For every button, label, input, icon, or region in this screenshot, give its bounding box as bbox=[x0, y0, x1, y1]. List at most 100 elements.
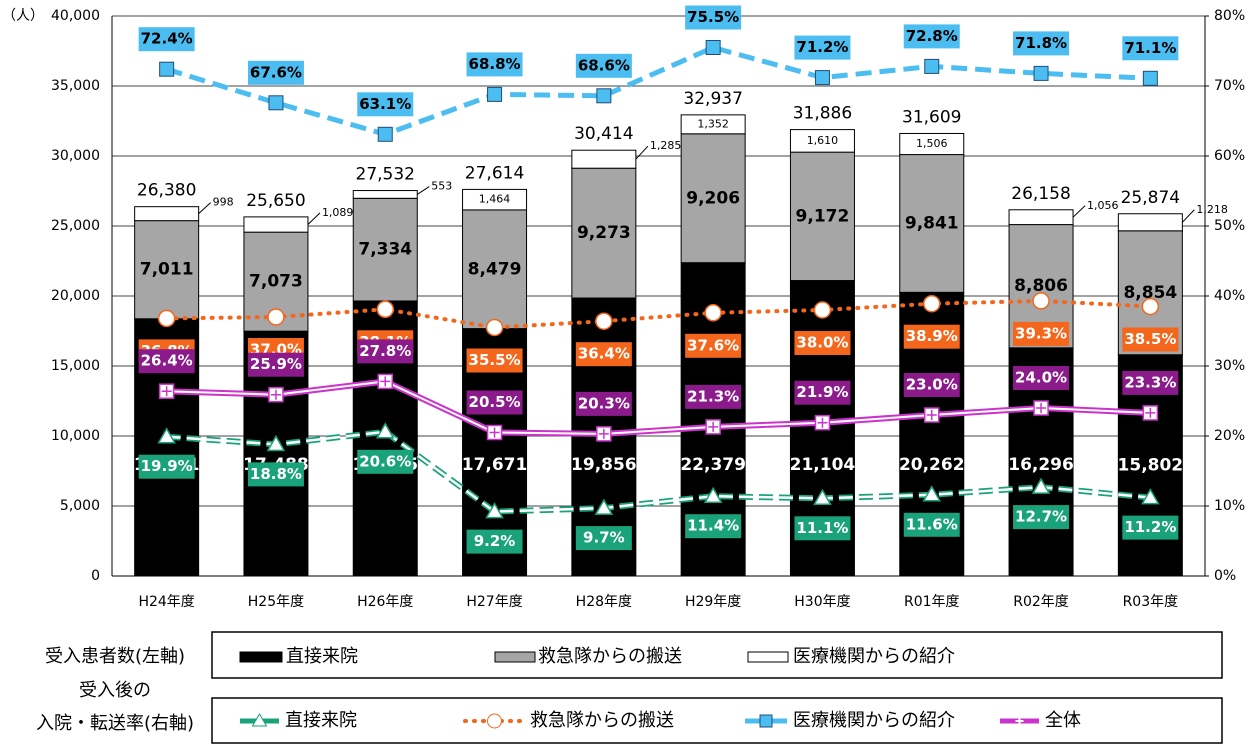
line-value-label: 11.6% bbox=[906, 515, 958, 533]
bar-value-label: 15,802 bbox=[1118, 455, 1184, 475]
marker bbox=[813, 301, 832, 319]
marker bbox=[595, 312, 613, 330]
line-label-box bbox=[794, 380, 851, 405]
marker bbox=[924, 58, 940, 74]
bar-segment bbox=[134, 206, 200, 222]
y-tick-label: 15,000 bbox=[51, 358, 100, 374]
line-value-label: 20.3% bbox=[578, 394, 630, 412]
bar-segment bbox=[571, 167, 637, 299]
line-label-box bbox=[575, 342, 632, 367]
line-label-box bbox=[1013, 505, 1070, 530]
bar-value-label: 1,506 bbox=[916, 137, 948, 150]
bar-value-label: 9,841 bbox=[905, 213, 959, 233]
bar-value-label: 1,089 bbox=[322, 206, 354, 219]
legend-marker bbox=[251, 713, 268, 727]
line-label-box bbox=[466, 529, 523, 554]
line-label-box bbox=[1122, 327, 1179, 352]
line-label-box bbox=[1122, 515, 1179, 540]
bar-value-label: 8,854 bbox=[1123, 283, 1177, 303]
marker bbox=[266, 434, 286, 452]
leader-line bbox=[307, 212, 321, 225]
y2-tick-label: 40% bbox=[1214, 288, 1245, 304]
legend-group-label: 入院・転送率(右軸) bbox=[36, 713, 194, 734]
bar-segment bbox=[680, 133, 746, 264]
line-series bbox=[166, 428, 1151, 515]
bar-value-label: 553 bbox=[431, 180, 452, 193]
legend-group-label: 受入後の bbox=[79, 680, 151, 701]
y2-tick-label: 50% bbox=[1214, 218, 1245, 234]
bar-segment bbox=[789, 151, 855, 282]
legend-marker bbox=[487, 713, 502, 729]
bar-value-label: 9,273 bbox=[577, 223, 631, 243]
legend-label: 直接来院 bbox=[285, 710, 357, 731]
total-label: 31,609 bbox=[902, 107, 961, 127]
marker bbox=[1142, 70, 1158, 86]
marker bbox=[159, 61, 175, 77]
bar-value-label: 17,671 bbox=[462, 455, 528, 475]
marker-cross bbox=[1145, 407, 1156, 418]
line-label-box bbox=[247, 462, 304, 487]
bar-segment bbox=[571, 149, 637, 169]
marker-cross bbox=[817, 417, 828, 428]
marker bbox=[157, 309, 176, 328]
bar-segment bbox=[243, 216, 309, 233]
marker bbox=[922, 485, 942, 502]
marker bbox=[813, 488, 832, 506]
line-label-box bbox=[685, 333, 742, 358]
bar-value-label: 19,856 bbox=[571, 455, 637, 475]
bar-value-label: 8,806 bbox=[1014, 276, 1068, 296]
marker bbox=[485, 318, 504, 337]
line-label-box bbox=[1122, 370, 1179, 395]
bar-value-label: 7,011 bbox=[140, 260, 194, 280]
marker bbox=[1031, 477, 1051, 494]
total-label: 26,380 bbox=[137, 181, 196, 201]
line-value-label: 11.4% bbox=[687, 517, 739, 535]
marker-cross bbox=[270, 389, 281, 400]
marker bbox=[703, 486, 723, 503]
line-label-box bbox=[903, 512, 960, 537]
marker bbox=[594, 498, 614, 515]
line-label-box bbox=[247, 60, 304, 85]
line-value-label: 11.2% bbox=[1124, 518, 1176, 536]
line-value-label: 71.1% bbox=[1124, 39, 1176, 57]
line-value-label: 23.3% bbox=[1124, 373, 1176, 391]
line-value-label: 68.6% bbox=[578, 56, 630, 74]
marker-cross bbox=[708, 421, 719, 432]
total-label: 30,414 bbox=[574, 124, 633, 144]
line-value-label: 23.0% bbox=[906, 376, 958, 394]
leader-line bbox=[1181, 209, 1195, 223]
marker-cross bbox=[926, 410, 937, 420]
total-label: 31,886 bbox=[793, 104, 852, 124]
bar-segment bbox=[134, 220, 200, 320]
line-value-label: 68.8% bbox=[469, 55, 521, 73]
bar-value-label: 21,104 bbox=[790, 455, 856, 475]
y-tick-label: 35,000 bbox=[51, 78, 100, 94]
marker bbox=[268, 95, 284, 111]
marker bbox=[704, 304, 722, 322]
legend-swatch bbox=[747, 651, 789, 663]
bar-value-label: 1,218 bbox=[1196, 203, 1228, 216]
x-tick-label: H28年度 bbox=[576, 594, 632, 610]
total-label: 25,874 bbox=[1121, 188, 1180, 208]
line-label-box bbox=[575, 391, 632, 416]
line-label-box bbox=[685, 514, 742, 539]
y-tick-label: 0 bbox=[91, 568, 100, 584]
line-value-label: 67.6% bbox=[250, 63, 302, 81]
line-series bbox=[164, 298, 1153, 330]
x-tick-label: H26年度 bbox=[357, 594, 413, 610]
y-tick-label: 10,000 bbox=[51, 428, 100, 444]
marker bbox=[923, 294, 941, 313]
marker bbox=[267, 308, 285, 326]
line-value-label: 38.9% bbox=[906, 327, 958, 345]
total-label: 27,614 bbox=[465, 163, 524, 183]
line-inner bbox=[166, 380, 1151, 435]
bar-value-label: 1,056 bbox=[1087, 199, 1119, 212]
line-inner bbox=[166, 430, 1151, 513]
line-value-label: 18.8% bbox=[250, 465, 302, 483]
legend-label: 医療機関からの紹介 bbox=[793, 646, 955, 667]
line-label-box bbox=[903, 324, 960, 349]
y2-tick-label: 70% bbox=[1214, 78, 1245, 94]
legend-label: 救急隊からの搬送 bbox=[530, 710, 674, 731]
y2-tick-label: 30% bbox=[1214, 358, 1245, 374]
